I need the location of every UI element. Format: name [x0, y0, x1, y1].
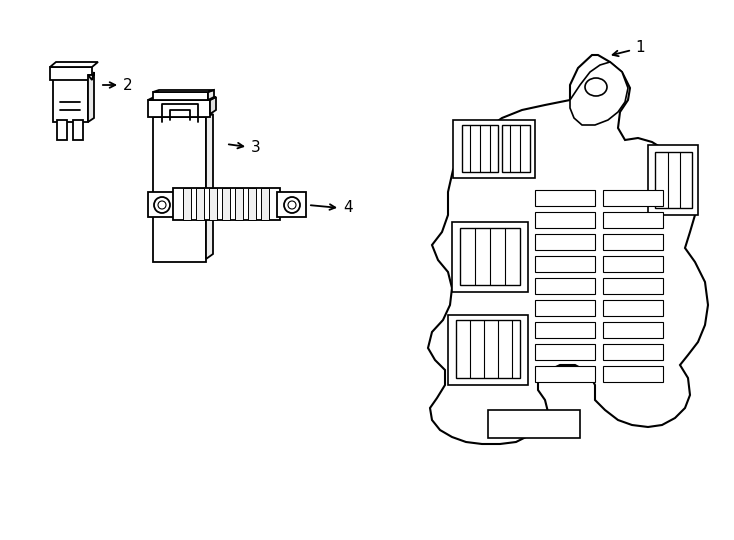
Polygon shape	[210, 97, 216, 114]
Circle shape	[158, 201, 166, 209]
Polygon shape	[535, 344, 595, 360]
Polygon shape	[502, 125, 530, 172]
Polygon shape	[57, 120, 67, 140]
Polygon shape	[603, 344, 663, 360]
Polygon shape	[209, 188, 217, 220]
Polygon shape	[153, 117, 206, 262]
Polygon shape	[248, 188, 256, 220]
Polygon shape	[208, 90, 214, 100]
Polygon shape	[153, 92, 208, 100]
Polygon shape	[603, 366, 663, 382]
Ellipse shape	[585, 78, 607, 96]
Polygon shape	[535, 256, 595, 272]
Polygon shape	[148, 100, 210, 117]
Polygon shape	[488, 410, 580, 438]
Polygon shape	[535, 322, 595, 338]
Polygon shape	[50, 62, 98, 67]
Polygon shape	[261, 188, 269, 220]
Polygon shape	[535, 366, 595, 382]
Circle shape	[154, 197, 170, 213]
Polygon shape	[183, 188, 191, 220]
Polygon shape	[452, 222, 528, 292]
Polygon shape	[456, 320, 520, 378]
Polygon shape	[603, 278, 663, 294]
Polygon shape	[235, 188, 243, 220]
Polygon shape	[603, 212, 663, 228]
Polygon shape	[148, 192, 176, 217]
Polygon shape	[462, 125, 498, 172]
Polygon shape	[448, 315, 528, 385]
Polygon shape	[73, 120, 83, 140]
Polygon shape	[277, 192, 306, 217]
Polygon shape	[460, 228, 520, 285]
Circle shape	[284, 197, 300, 213]
Polygon shape	[453, 120, 535, 178]
Text: 1: 1	[635, 40, 644, 56]
Polygon shape	[603, 190, 663, 206]
Polygon shape	[603, 322, 663, 338]
Polygon shape	[535, 190, 595, 206]
Polygon shape	[535, 300, 595, 316]
Polygon shape	[222, 188, 230, 220]
Polygon shape	[535, 212, 595, 228]
Polygon shape	[603, 256, 663, 272]
Polygon shape	[648, 145, 698, 215]
Text: 3: 3	[251, 139, 261, 154]
Circle shape	[288, 201, 296, 209]
Polygon shape	[148, 97, 216, 100]
Polygon shape	[603, 300, 663, 316]
Polygon shape	[53, 75, 88, 122]
Text: 4: 4	[343, 200, 352, 215]
Polygon shape	[535, 234, 595, 250]
Polygon shape	[173, 188, 280, 220]
Polygon shape	[88, 72, 94, 80]
Polygon shape	[428, 55, 708, 444]
Polygon shape	[603, 234, 663, 250]
Polygon shape	[570, 62, 628, 125]
Polygon shape	[655, 152, 692, 208]
Polygon shape	[50, 67, 92, 80]
Polygon shape	[153, 90, 214, 92]
Polygon shape	[535, 278, 595, 294]
Polygon shape	[206, 114, 213, 259]
Polygon shape	[196, 188, 204, 220]
Polygon shape	[88, 75, 94, 122]
Text: 2: 2	[123, 78, 133, 92]
